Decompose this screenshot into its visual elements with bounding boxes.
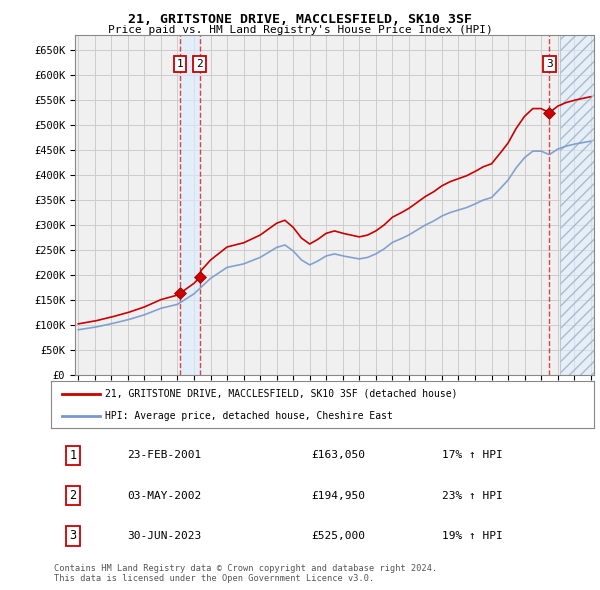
Text: 1: 1 bbox=[176, 59, 184, 69]
Bar bbox=[560, 35, 599, 375]
Text: 30-JUN-2023: 30-JUN-2023 bbox=[127, 531, 201, 540]
Text: Price paid vs. HM Land Registry's House Price Index (HPI): Price paid vs. HM Land Registry's House … bbox=[107, 25, 493, 35]
Text: 03-MAY-2002: 03-MAY-2002 bbox=[127, 491, 201, 500]
Text: 23-FEB-2001: 23-FEB-2001 bbox=[127, 451, 201, 460]
Text: 2: 2 bbox=[196, 59, 203, 69]
Text: 2: 2 bbox=[69, 489, 76, 502]
Text: Contains HM Land Registry data © Crown copyright and database right 2024.
This d: Contains HM Land Registry data © Crown c… bbox=[54, 563, 437, 583]
Text: 19% ↑ HPI: 19% ↑ HPI bbox=[442, 531, 503, 540]
Text: 17% ↑ HPI: 17% ↑ HPI bbox=[442, 451, 503, 460]
Text: 23% ↑ HPI: 23% ↑ HPI bbox=[442, 491, 503, 500]
Text: £525,000: £525,000 bbox=[311, 531, 365, 540]
Bar bbox=[560, 35, 599, 375]
Bar bbox=[180, 35, 200, 375]
Text: £194,950: £194,950 bbox=[311, 491, 365, 500]
Text: 3: 3 bbox=[69, 529, 76, 542]
Text: 1: 1 bbox=[69, 449, 76, 462]
Text: 3: 3 bbox=[546, 59, 553, 69]
Text: 21, GRITSTONE DRIVE, MACCLESFIELD, SK10 3SF: 21, GRITSTONE DRIVE, MACCLESFIELD, SK10 … bbox=[128, 13, 472, 26]
Text: £163,050: £163,050 bbox=[311, 451, 365, 460]
Text: 21, GRITSTONE DRIVE, MACCLESFIELD, SK10 3SF (detached house): 21, GRITSTONE DRIVE, MACCLESFIELD, SK10 … bbox=[106, 389, 458, 399]
Text: HPI: Average price, detached house, Cheshire East: HPI: Average price, detached house, Ches… bbox=[106, 411, 393, 421]
